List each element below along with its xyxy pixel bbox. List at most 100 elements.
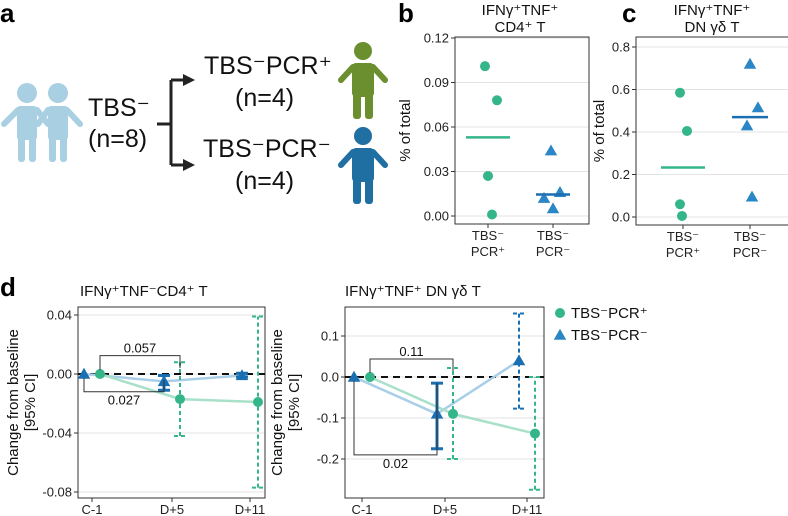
branch-pos-label: TBS⁻PCR⁺: [204, 52, 332, 80]
data-point: [235, 369, 249, 381]
plot-frame: [77, 306, 266, 499]
y-axis-label: % of total: [397, 99, 414, 162]
y-axis-label: Change from baseline: [5, 329, 22, 476]
p-value-label: 0.057: [124, 341, 157, 356]
data-point: [751, 101, 765, 113]
split-arrow: [157, 74, 195, 171]
x-tick-label: TBS⁻: [537, 228, 569, 243]
data-point: [347, 370, 361, 382]
x-tick-label: D+11: [512, 502, 542, 516]
x-tick-label: TBS⁻: [472, 228, 504, 243]
y-tick-label: -0.2: [317, 452, 339, 467]
panel-letter-d: d: [0, 272, 16, 302]
panel-letter-a: a: [0, 0, 15, 28]
x-tick-label: PCR⁺: [471, 244, 505, 259]
data-point: [682, 125, 692, 136]
chart-b: 0.00 0.03 0.06 0.09 0.12 IFNγ⁺TNF⁺CD4⁺ T % of …: [397, 2, 590, 259]
x-tick-label: TBS⁻: [667, 229, 699, 244]
y-tick-label: 0.04: [47, 308, 72, 323]
data-point: [740, 119, 754, 131]
panel-letter-b: b: [398, 0, 414, 28]
x-tick-label: D+5: [160, 502, 184, 516]
legend-circle-icon: [555, 308, 565, 318]
y-tick-label: 0.12: [424, 31, 449, 46]
x-tick-label: D+5: [433, 502, 457, 516]
y-tick-label: 0.03: [424, 164, 449, 179]
data-point: [677, 210, 687, 221]
p-value-label: 0.11: [399, 344, 423, 359]
data-point: [745, 190, 759, 202]
y-tick-label: 0.00: [47, 367, 72, 382]
chart-d2: -0.2 -0.1 0.0 0.1 IFNγ⁺TNF⁺ DN γδ T Change fr…: [269, 283, 545, 516]
y-tick-label: -0.1: [317, 411, 339, 426]
y-tick-label: 0.6: [612, 82, 630, 97]
chart-title: IFNγ⁺TNF⁺ DN γδ T: [345, 283, 481, 300]
significance-bracket: [353, 381, 438, 456]
data-point: [487, 209, 497, 220]
panel-a-diagram: TBS⁻ (n=8) TBS⁻PCR⁺ (n=4) TBS⁻PCR⁻ (n=4): [1, 42, 388, 204]
chart-c: 0.0 0.2 0.4 0.6 0.8 IFNγ⁺TNF⁺DN γδ T % of tota…: [591, 2, 788, 260]
y-tick-label: -0.04: [42, 426, 72, 441]
person-blue-icon: [338, 127, 388, 204]
y-tick-label: 0.8: [612, 40, 630, 55]
y-tick-label: 0.09: [424, 75, 449, 90]
chart-title: CD4⁺ T: [495, 19, 546, 36]
data-point: [365, 372, 375, 382]
data-point: [537, 191, 551, 203]
branch-neg-label: TBS⁻PCR⁻: [203, 135, 331, 163]
root-group-label: TBS⁻: [88, 94, 150, 122]
data-point: [546, 202, 560, 214]
plot-frame: [635, 36, 788, 226]
data-point: [175, 394, 185, 405]
data-point: [492, 95, 502, 106]
data-point: [675, 87, 685, 98]
data-point: [675, 199, 685, 210]
x-tick-label: D+11: [235, 502, 265, 516]
data-point: [253, 397, 263, 408]
data-point: [530, 428, 540, 439]
y-tick-label: 0.06: [424, 120, 449, 135]
data-point: [512, 354, 526, 366]
y-tick-label: 0.2: [612, 167, 630, 182]
data-point: [483, 170, 493, 181]
x-tick-label: C-1: [352, 502, 373, 516]
y-axis-label: Change from baseline: [269, 329, 286, 476]
x-tick-label: C-1: [82, 502, 103, 516]
legend-label: TBS⁻PCR⁺: [571, 305, 648, 322]
chart-d1: -0.08 -0.04 0.00 0.04 IFNγ⁺TNF⁻CD4⁺ T Change …: [5, 283, 266, 516]
y-tick-label: 0.1: [321, 329, 339, 344]
data-point: [480, 61, 490, 72]
p-value-label: 0.027: [108, 393, 141, 408]
data-point: [95, 369, 105, 379]
plot-frame: [454, 36, 590, 225]
x-tick-label: PCR⁻: [733, 245, 767, 260]
y-axis-label: [95% CI]: [22, 374, 39, 432]
y-tick-label: 0.0: [612, 210, 630, 225]
legend: TBS⁻PCR⁺ TBS⁻PCR⁻: [553, 305, 648, 344]
chart-title: IFNγ⁺TNF⁻CD4⁺ T: [80, 283, 208, 300]
data-point: [743, 57, 757, 69]
significance-bracket: [369, 358, 454, 373]
legend-triangle-icon: [553, 328, 567, 340]
chart-title: IFNγ⁺TNF⁺: [674, 2, 751, 19]
y-tick-label: 0.0: [321, 370, 339, 385]
p-value-label: 0.02: [383, 456, 408, 471]
y-tick-label: 0.4: [612, 125, 630, 140]
legend-label: TBS⁻PCR⁻: [571, 327, 648, 344]
panel-letter-c: c: [622, 0, 636, 28]
person-pair-icon: [1, 83, 83, 162]
branch-pos-n: (n=4): [235, 84, 294, 112]
y-axis-label: [95% CI]: [286, 374, 303, 432]
y-axis-label: % of total: [591, 100, 608, 163]
chart-title: IFNγ⁺TNF⁺: [482, 2, 559, 19]
x-tick-label: PCR⁺: [666, 245, 700, 260]
x-tick-label: TBS⁻: [734, 229, 766, 244]
data-point: [77, 367, 91, 379]
root-group-n: (n=8): [88, 125, 147, 153]
data-point: [448, 408, 458, 419]
branch-neg-n: (n=4): [235, 167, 294, 195]
significance-bracket: [99, 355, 181, 370]
y-tick-label: -0.08: [42, 485, 72, 500]
significance-bracket: [83, 378, 165, 393]
